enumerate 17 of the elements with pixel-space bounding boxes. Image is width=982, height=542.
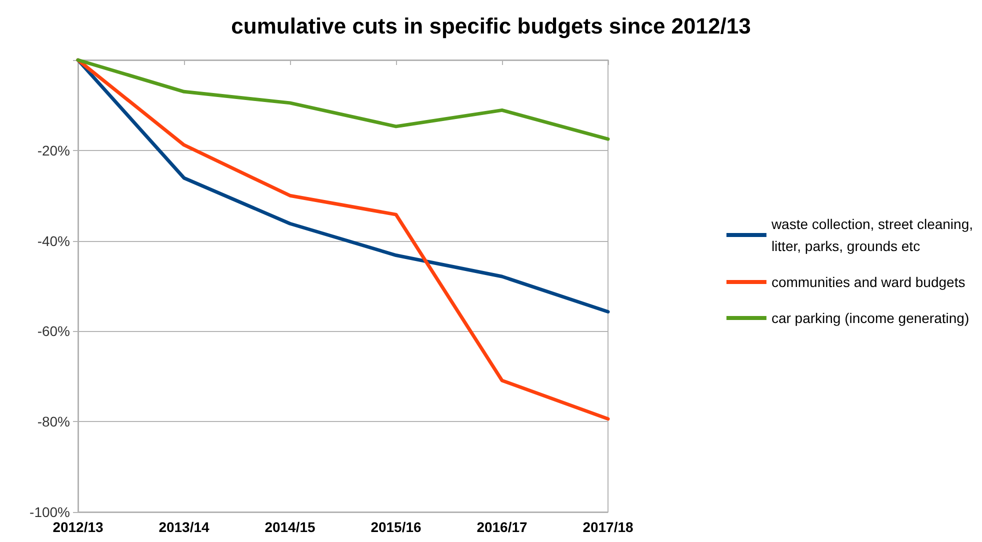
- line-series: [76, 58, 610, 141]
- y-tick-label: -20%: [37, 142, 70, 158]
- y-tick-label: -80%: [37, 414, 70, 430]
- y-tick-label: -100%: [30, 504, 70, 520]
- legend-label: communities and ward budgets: [771, 274, 966, 290]
- y-tick-label: -60%: [37, 323, 70, 340]
- x-tick-label: 2014/15: [264, 519, 316, 535]
- line-series: [76, 58, 610, 421]
- chart-title: cumulative cuts in specific budgets since 2012/13: [231, 14, 751, 38]
- x-tick-label: 2015/16: [370, 519, 422, 535]
- x-tick-label: 2013/14: [158, 519, 210, 535]
- x-tick-label: 2016/17: [476, 519, 528, 535]
- x-tick-label: 2012/13: [52, 519, 104, 535]
- legend-label: car parking (income generating): [771, 310, 970, 326]
- x-tick-label: 2017/18: [582, 519, 634, 535]
- y-tick-label: -40%: [37, 232, 70, 249]
- legend-label: waste collection, street cleaning, litter, parks, grounds etc: [770, 216, 974, 254]
